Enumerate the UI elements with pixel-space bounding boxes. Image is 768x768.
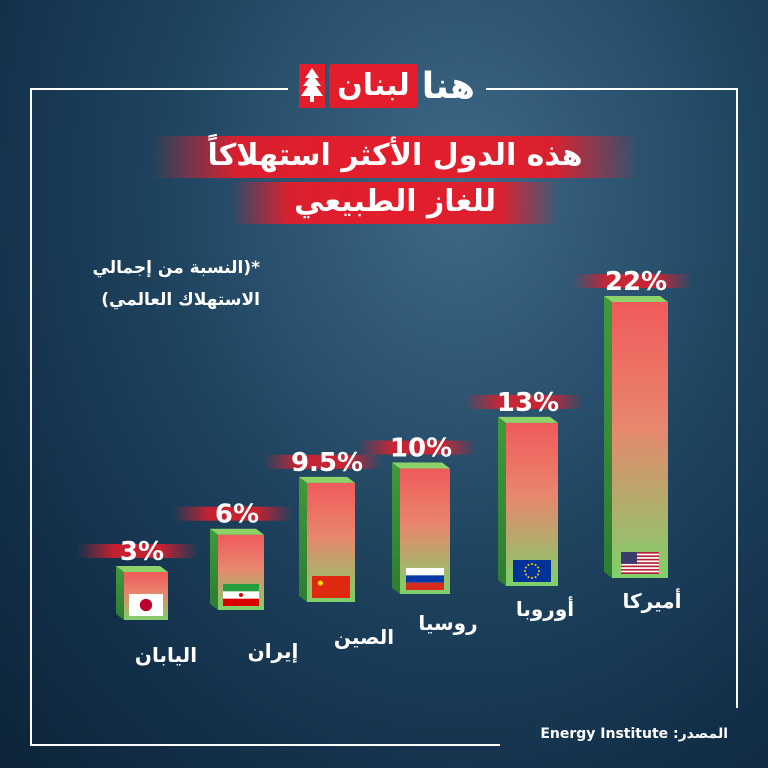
- frame-left: [30, 88, 32, 746]
- bar-group: 13% أوروبا: [464, 388, 584, 621]
- value-glow: [173, 506, 293, 521]
- source-text: المصدر: Energy Institute: [540, 726, 728, 742]
- bar-group: 22% أميركا: [572, 267, 692, 613]
- eu-star: [524, 566, 527, 569]
- brand-lebnan: لبنان: [329, 64, 418, 108]
- bar-top: [116, 566, 168, 572]
- russia-red: [406, 582, 444, 590]
- title-block: هذه الدول الأكثر استهلاكاً للغاز الطبيعي: [150, 128, 640, 228]
- bar-group: 3% اليابان: [78, 537, 198, 667]
- usa-stripe: [621, 562, 659, 564]
- value-glow: [263, 454, 383, 469]
- bar-group: 6% إيران: [173, 500, 298, 663]
- frame-top-right: [486, 88, 738, 90]
- bar-top: [210, 528, 264, 535]
- brand-logo: هنا لبنان: [292, 60, 482, 112]
- frame-right: [736, 88, 738, 708]
- bar: [612, 302, 668, 578]
- category-label: اليابان: [135, 643, 197, 667]
- category-label: أوروبا: [516, 595, 574, 621]
- value-glow: [357, 440, 477, 455]
- eu-star: [523, 570, 526, 572]
- bar-top: [604, 296, 668, 302]
- iran-red: [223, 598, 259, 606]
- note-line-2: الاستهلاك العالمي): [101, 290, 260, 310]
- usa-stripe: [621, 555, 659, 558]
- china-red: [312, 576, 350, 598]
- bar-side: [299, 476, 307, 602]
- bar-side: [392, 462, 400, 594]
- bar-side: [498, 416, 506, 586]
- eu-star: [534, 576, 537, 579]
- value-label: 9.5%: [291, 448, 363, 478]
- usa-stripe: [621, 558, 659, 561]
- category-label: إيران: [248, 639, 299, 663]
- china-star: [317, 580, 323, 586]
- eu-star: [527, 576, 530, 579]
- bar-group: 9.5% الصين: [263, 448, 394, 649]
- bar: [506, 422, 558, 586]
- frame-bottom: [30, 744, 500, 746]
- bar-side: [116, 566, 124, 620]
- bar-side: [604, 296, 612, 578]
- brand-hona: هنا: [421, 65, 475, 107]
- usa-canton: [621, 552, 637, 564]
- value-glow: [572, 274, 692, 288]
- value-glow: [78, 544, 198, 558]
- iran-green: [223, 584, 259, 592]
- value-label: 6%: [215, 500, 259, 530]
- russia-blue: [406, 575, 444, 583]
- usa-stripe: [621, 552, 659, 554]
- cedar-icon: [299, 64, 326, 108]
- title-line-2: للغاز الطبيعي: [294, 184, 496, 219]
- eu-star: [537, 566, 540, 569]
- title-band-2: [230, 182, 560, 224]
- title-band-1: [150, 136, 640, 178]
- value-label: 22%: [605, 267, 667, 297]
- japan-sun: [139, 598, 153, 612]
- eu-blue: [513, 560, 551, 582]
- eu-star: [537, 573, 540, 576]
- category-label: أميركا: [623, 587, 682, 613]
- category-label: روسيا: [418, 611, 477, 635]
- eu-star: [531, 562, 533, 565]
- bar-top: [498, 416, 558, 423]
- bar-group: 10% روسيا: [357, 434, 478, 635]
- category-label: الصين: [334, 625, 394, 649]
- eu-star: [538, 570, 541, 572]
- bar-side: [210, 528, 218, 610]
- value-label: 3%: [120, 537, 164, 567]
- value-label: 13%: [497, 388, 559, 418]
- eu-star: [524, 573, 527, 576]
- frame-top-left: [30, 88, 288, 90]
- bar-top: [392, 462, 450, 469]
- title-line-1: هذه الدول الأكثر استهلاكاً: [207, 138, 583, 173]
- value-glow: [464, 394, 584, 409]
- eu-star: [531, 577, 533, 580]
- bar-top: [299, 476, 355, 483]
- note-line-1: *(النسبة من إجمالي: [92, 258, 260, 278]
- iran-emblem: [239, 593, 243, 597]
- eu-star: [534, 563, 537, 566]
- usa-stripe: [621, 568, 659, 571]
- note-text: *(النسبة من إجمالي الاستهلاك العالمي): [60, 252, 260, 316]
- eu-star: [527, 563, 530, 566]
- usa-stripe: [621, 565, 659, 568]
- usa-stripe: [621, 572, 659, 574]
- value-label: 10%: [390, 434, 452, 464]
